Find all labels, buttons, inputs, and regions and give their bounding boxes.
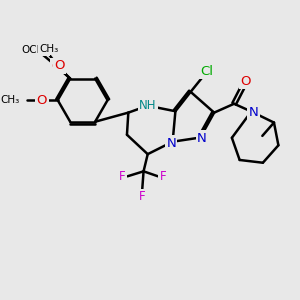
- Text: F: F: [119, 170, 126, 183]
- Text: N: N: [249, 106, 258, 119]
- Text: OCH₃: OCH₃: [21, 44, 49, 55]
- Text: O: O: [51, 60, 62, 73]
- Text: N: N: [167, 136, 176, 150]
- Text: CH₃: CH₃: [0, 95, 20, 105]
- Text: Cl: Cl: [201, 65, 214, 78]
- Text: N: N: [197, 132, 207, 145]
- Text: F: F: [160, 170, 166, 183]
- Text: O: O: [240, 75, 250, 88]
- Text: CH₃: CH₃: [40, 44, 59, 54]
- Text: O: O: [54, 59, 64, 72]
- Text: NH: NH: [139, 99, 157, 112]
- Text: O: O: [37, 94, 47, 107]
- Text: F: F: [139, 190, 146, 203]
